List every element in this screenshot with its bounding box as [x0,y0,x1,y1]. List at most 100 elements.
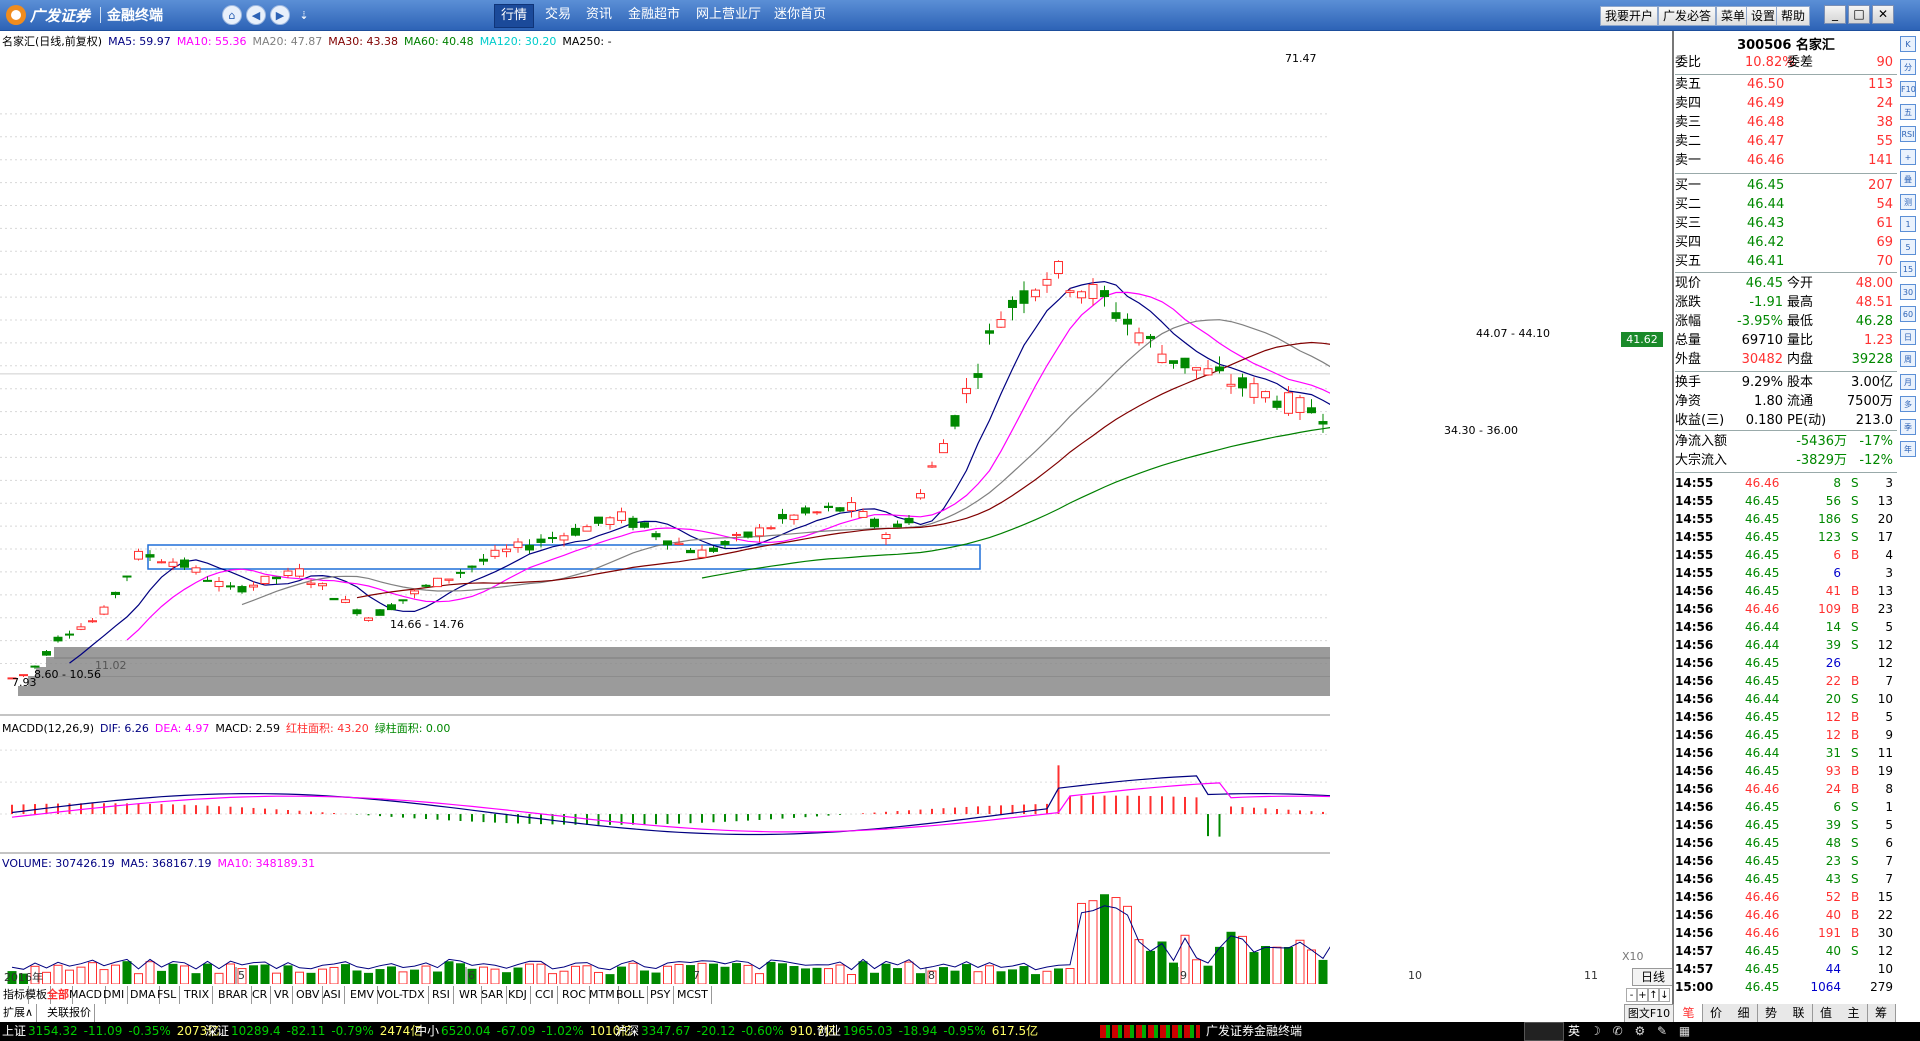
indicator-tab-14[interactable]: VOL-TDX [374,986,429,1004]
side-tool-1[interactable]: 分 [1900,58,1916,75]
close-button[interactable]: ✕ [1872,5,1894,24]
candle-body [709,547,718,552]
side-tool-7[interactable]: 测 [1900,193,1916,210]
index-1[interactable]: 深证 10289.4 -82.11 -0.79% 2474亿 [205,1022,422,1041]
home-icon[interactable]: ⌂ [222,5,242,25]
stat-label: 股本 [1787,375,1814,390]
indicator-tab-7[interactable]: TRIX [181,986,214,1004]
quote-tab-0[interactable]: 笔 [1675,1004,1703,1022]
side-tool-16[interactable]: 多 [1900,396,1916,412]
quote-tab-4[interactable]: 联 [1785,1004,1813,1022]
volume-bar [1215,946,1224,984]
indicator-tab-11[interactable]: OBV [293,986,324,1004]
indicator-tab-18[interactable]: KDJ [505,986,531,1004]
menu-5[interactable]: 迷你首页 [774,7,827,22]
menu-0[interactable]: 行情 [494,4,535,28]
top-button-2[interactable]: 菜单 [1716,6,1751,26]
quote-tab-2[interactable]: 细 [1730,1004,1758,1022]
top-button-0[interactable]: 我要开户 [1600,6,1659,26]
stat-value: 9.29% [1741,375,1783,390]
indicator-tab-20[interactable]: ROC [559,986,590,1004]
indicator-tab-22[interactable]: BOLL [613,986,649,1004]
quote-tab-3[interactable]: 势 [1757,1004,1786,1022]
side-tool-6[interactable]: 叠 [1900,171,1916,187]
menu-3[interactable]: 金融超市 [628,7,681,22]
candle-body [134,550,143,560]
indicator-tab-2[interactable]: 全部 [44,986,73,1004]
f10-button[interactable]: 图文F10 [1624,1004,1674,1024]
more-icon[interactable]: ⇣ [299,8,309,22]
input-method[interactable]: 英 [1568,1024,1581,1038]
forward-icon[interactable]: ▶ [270,5,290,25]
zoom-button-2[interactable]: ↑ [1648,988,1659,1002]
side-tool-11[interactable]: 30 [1900,283,1916,300]
top-button-4[interactable]: 帮助 [1776,6,1811,26]
index-3[interactable]: 沪深 3347.67 -20.12 -0.60% 910.7亿 [615,1022,836,1041]
indicator-tab-5[interactable]: DMA [127,986,160,1004]
indicator-tab-9[interactable]: CR [249,986,272,1004]
top-button-3[interactable]: 设置 [1746,6,1781,26]
indicator-tab-17[interactable]: SAR [478,986,508,1004]
indicator-tab-3[interactable]: MACD [66,986,106,1004]
indicator-tab-13[interactable]: EMV [347,986,378,1004]
side-tool-2[interactable]: F10 [1900,81,1916,97]
side-tool-17[interactable]: 季 [1900,418,1916,435]
top-button-1[interactable]: 广发必答 [1658,6,1717,26]
extension-tab-0[interactable]: 扩展∧ [0,1004,38,1022]
indicator-tab-12[interactable]: ASI [320,986,345,1004]
side-tool-14[interactable]: 周 [1900,351,1916,367]
index-0[interactable]: 上证 3154.32 -11.09 -0.35% 2073亿 [2,1022,219,1041]
period-selector[interactable]: 日线 [1632,968,1674,986]
zoom-button-0[interactable]: - [1626,988,1637,1002]
tick-side: B [1851,782,1860,796]
indicator-tab-1[interactable]: 模板 [22,986,51,1004]
indicator-tab-0[interactable]: 指标 [0,986,29,1004]
side-tool-4[interactable]: RSI [1900,126,1916,142]
extension-tab-1[interactable]: 关联报价 [44,1004,95,1022]
index-4[interactable]: 创业 1965.03 -18.94 -0.95% 617.5亿 [817,1022,1038,1041]
side-tool-5[interactable]: + [1900,148,1916,165]
side-tool-10[interactable]: 15 [1900,261,1916,277]
orderbook-label: 买二 [1675,197,1702,212]
indicator-tab-16[interactable]: WR [456,986,482,1004]
indicator-tab-24[interactable]: MCST [674,986,712,1004]
zoom-button-1[interactable]: + [1637,988,1648,1002]
side-tool-3[interactable]: 五 [1900,103,1916,120]
kline-chart[interactable]: 70.0067.5065.0062.5060.0057.5055.0052.50… [0,31,1330,984]
maximize-button[interactable]: □ [1848,5,1870,24]
stat-row: 涨跌 -1.91 最高 48.51 [1675,294,1897,312]
menu-4[interactable]: 网上营业厅 [696,7,762,22]
indicator-tab-6[interactable]: FSL [154,986,181,1004]
menu-1[interactable]: 交易 [545,7,572,22]
indicator-tab-23[interactable]: PSY [647,986,675,1004]
indicator-tab-4[interactable]: DMI [100,986,129,1004]
minimize-button[interactable]: _ [1824,5,1846,24]
index-2[interactable]: 中小 6520.04 -67.09 -1.02% 1010亿 [415,1022,632,1041]
quote-tab-6[interactable]: 主 [1840,1004,1868,1022]
tick-price: 46.44 [1745,746,1780,760]
side-tool-9[interactable]: 5 [1900,238,1916,255]
indicator-tab-19[interactable]: CCI [532,986,558,1004]
side-tool-0[interactable]: K [1900,36,1916,52]
quote-tab-1[interactable]: 价 [1702,1004,1731,1022]
quote-tab-7[interactable]: 筹 [1867,1004,1896,1022]
indicator-tab-10[interactable]: VR [271,986,294,1004]
zoom-button-3[interactable]: ↓ [1659,988,1670,1002]
tick-volume: 8 [1833,476,1841,490]
indicator-tab-8[interactable]: BRAR [215,986,252,1004]
menu-2[interactable]: 资讯 [586,7,613,22]
back-icon[interactable]: ◀ [246,5,266,25]
candle-body [65,633,74,636]
indicator-tab-21[interactable]: MTM [586,986,619,1004]
quote-tab-5[interactable]: 值 [1812,1004,1841,1022]
candle-body [76,626,86,630]
tick-count: 17 [1877,530,1893,544]
ma5-line [69,280,1330,664]
tick-volume: 191 [1818,926,1841,940]
indicator-tab-15[interactable]: RSI [429,986,454,1004]
side-tool-18[interactable]: 年 [1900,441,1916,457]
side-tool-13[interactable]: 日 [1900,328,1916,345]
side-tool-12[interactable]: 60 [1900,306,1916,322]
side-tool-8[interactable]: 1 [1900,216,1916,232]
side-tool-15[interactable]: 月 [1900,373,1916,390]
